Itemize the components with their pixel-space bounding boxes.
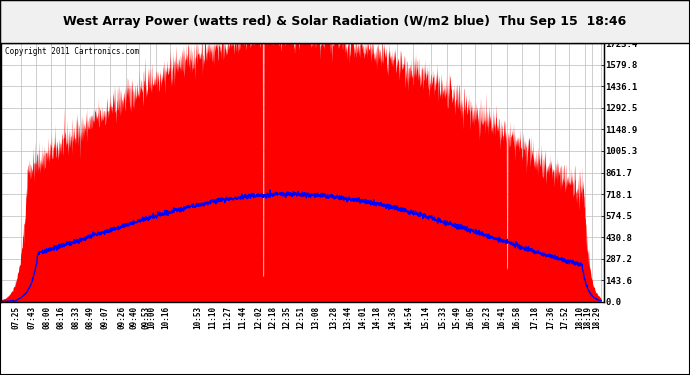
Text: Copyright 2011 Cartronics.com: Copyright 2011 Cartronics.com xyxy=(5,47,139,56)
Text: 14:18: 14:18 xyxy=(373,306,382,329)
Text: 12:51: 12:51 xyxy=(297,306,306,329)
Text: 09:26: 09:26 xyxy=(117,306,126,329)
Text: 17:52: 17:52 xyxy=(560,306,569,329)
Text: 09:53: 09:53 xyxy=(141,306,150,329)
Text: 15:33: 15:33 xyxy=(438,306,447,329)
Text: 08:33: 08:33 xyxy=(71,306,80,329)
Text: 13:44: 13:44 xyxy=(343,306,352,329)
Text: 18:29: 18:29 xyxy=(592,306,601,329)
Text: 11:10: 11:10 xyxy=(208,306,217,329)
Text: 10:53: 10:53 xyxy=(193,306,202,329)
Text: 14:36: 14:36 xyxy=(388,306,397,329)
Text: 08:00: 08:00 xyxy=(42,306,51,329)
Text: 11:44: 11:44 xyxy=(238,306,247,329)
Text: 16:58: 16:58 xyxy=(513,306,522,329)
Text: West Array Power (watts red) & Solar Radiation (W/m2 blue)  Thu Sep 15  18:46: West Array Power (watts red) & Solar Rad… xyxy=(63,15,627,28)
Text: 17:36: 17:36 xyxy=(546,306,555,329)
Text: 07:25: 07:25 xyxy=(12,306,21,329)
Text: 16:41: 16:41 xyxy=(497,306,506,329)
Text: 11:27: 11:27 xyxy=(223,306,233,329)
Text: 08:49: 08:49 xyxy=(85,306,94,329)
Text: 13:08: 13:08 xyxy=(311,306,320,329)
Text: 17:18: 17:18 xyxy=(530,306,539,329)
Text: 18:10: 18:10 xyxy=(575,306,584,329)
Text: 14:01: 14:01 xyxy=(358,306,367,329)
Text: 15:49: 15:49 xyxy=(452,306,461,329)
Text: 15:14: 15:14 xyxy=(422,306,431,329)
Text: 18:19: 18:19 xyxy=(583,306,593,329)
Text: 10:00: 10:00 xyxy=(147,306,156,329)
Text: 13:28: 13:28 xyxy=(329,306,338,329)
Text: 07:43: 07:43 xyxy=(28,306,37,329)
Text: 09:40: 09:40 xyxy=(130,306,139,329)
Text: 16:05: 16:05 xyxy=(466,306,475,329)
Text: 12:02: 12:02 xyxy=(254,306,263,329)
Text: 09:07: 09:07 xyxy=(101,306,110,329)
Text: 08:16: 08:16 xyxy=(56,306,65,329)
Text: 10:16: 10:16 xyxy=(161,306,170,329)
Text: 14:54: 14:54 xyxy=(404,306,413,329)
Text: 16:23: 16:23 xyxy=(482,306,491,329)
Text: 07:03: 07:03 xyxy=(0,306,1,329)
Text: 12:35: 12:35 xyxy=(283,306,292,329)
Text: 12:18: 12:18 xyxy=(268,306,277,329)
